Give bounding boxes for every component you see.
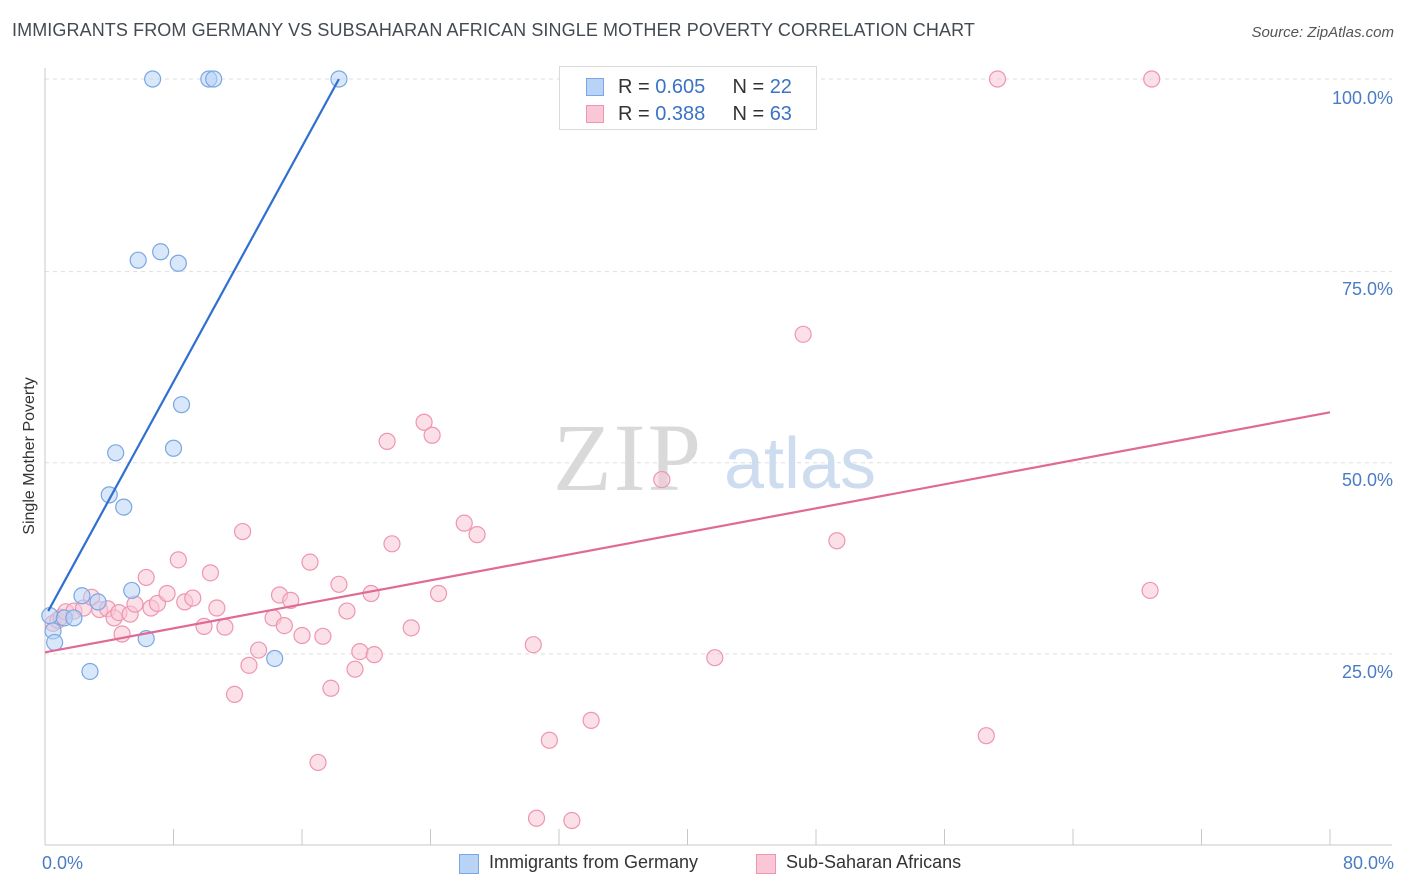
data-point	[527, 809, 546, 827]
data-point	[107, 444, 125, 462]
legend-r-label: R =	[618, 76, 656, 98]
legend-swatch-blue	[586, 78, 604, 96]
data-point	[351, 642, 369, 661]
data-point	[524, 636, 542, 654]
legend-swatch-blue	[459, 854, 479, 874]
data-point	[123, 581, 141, 600]
sub-saharan-trend-line	[44, 411, 1331, 654]
data-point	[233, 522, 252, 541]
data-point	[169, 254, 187, 272]
data-point	[338, 602, 356, 620]
y-tick-labels: 25.0% 50.0% 75.0% 100.0%	[1332, 88, 1393, 682]
data-point	[282, 591, 300, 609]
data-point	[240, 656, 258, 674]
data-point	[144, 70, 162, 88]
data-point	[46, 633, 64, 652]
data-point	[208, 599, 226, 617]
data-point	[314, 627, 332, 645]
data-point	[164, 439, 183, 457]
data-point	[293, 626, 311, 645]
data-point	[65, 609, 83, 627]
data-point	[152, 243, 170, 261]
data-point	[653, 470, 671, 489]
data-point	[794, 325, 812, 343]
legend-n-value: 22	[769, 76, 792, 98]
data-point	[429, 584, 448, 603]
legend-n-label: N =	[732, 103, 770, 125]
data-point	[706, 649, 724, 667]
y-tick-label: 75.0%	[1342, 279, 1393, 299]
data-point	[129, 251, 147, 269]
legend-label-germany: Immigrants from Germany	[489, 852, 699, 872]
data-point	[988, 70, 1007, 88]
data-point	[330, 575, 348, 593]
legend-r-label: R =	[618, 103, 656, 125]
data-point	[301, 553, 319, 571]
data-point	[73, 587, 91, 605]
legend-swatch-pink	[586, 105, 604, 123]
y-tick-label: 100.0%	[1332, 88, 1393, 108]
legend-n-label: N =	[732, 76, 770, 98]
legend-swatch-pink	[756, 854, 776, 874]
data-point	[250, 641, 268, 659]
axes	[44, 68, 1392, 846]
data-point	[275, 616, 293, 635]
data-point	[309, 753, 327, 772]
watermark-atlas: atlas	[724, 424, 876, 504]
legend-label-subsaharan: Sub-Saharan Africans	[786, 852, 962, 872]
germany-trend-line	[47, 78, 340, 612]
grid	[45, 78, 1392, 655]
data-point	[365, 646, 383, 664]
data-point	[455, 514, 473, 532]
trend-lines	[44, 78, 1331, 654]
y-tick-label: 50.0%	[1342, 470, 1393, 490]
data-point	[89, 593, 107, 611]
data-point	[423, 426, 441, 444]
data-point	[468, 526, 486, 544]
data-point	[828, 532, 846, 550]
data-point	[322, 679, 340, 697]
data-point	[81, 662, 99, 681]
data-point	[216, 618, 234, 636]
data-point	[225, 685, 244, 703]
data-point	[205, 70, 223, 88]
data-point	[1141, 581, 1159, 600]
data-point	[266, 649, 284, 668]
data-point	[172, 396, 191, 414]
data-point	[137, 568, 155, 587]
data-point	[115, 498, 133, 516]
data-point	[158, 584, 176, 603]
data-point	[378, 432, 396, 450]
germany-points	[41, 70, 348, 681]
legend: R = 0.605 N = 22 R = 0.388 N = 63	[559, 66, 817, 130]
data-point	[977, 727, 995, 745]
legend-r-value: 0.605	[655, 76, 706, 98]
legend-r-value: 0.388	[655, 103, 706, 125]
data-point	[1143, 70, 1161, 88]
watermark-zip: ZIP	[553, 404, 703, 511]
data-point	[201, 564, 220, 582]
x-tick-label-min: 0.0%	[42, 853, 83, 873]
data-point	[563, 811, 581, 830]
data-point	[383, 535, 401, 553]
data-point	[169, 551, 187, 569]
source-label: Source: ZipAtlas.com	[1251, 24, 1394, 41]
y-axis-label: Single Mother Poverty	[21, 377, 38, 534]
data-point	[415, 413, 433, 431]
chart-title: IMMIGRANTS FROM GERMANY VS SUBSAHARAN AF…	[12, 20, 975, 40]
data-point	[346, 660, 364, 678]
y-tick-label: 25.0%	[1342, 662, 1393, 682]
data-point	[184, 589, 202, 607]
x-tick-label-max: 80.0%	[1343, 853, 1394, 873]
data-point	[582, 711, 600, 729]
legend-n-value: 63	[769, 103, 792, 125]
data-point	[402, 619, 420, 637]
data-point	[540, 731, 558, 749]
